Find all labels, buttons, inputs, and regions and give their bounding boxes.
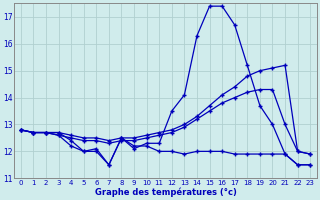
X-axis label: Graphe des températures (°c): Graphe des températures (°c): [95, 187, 236, 197]
